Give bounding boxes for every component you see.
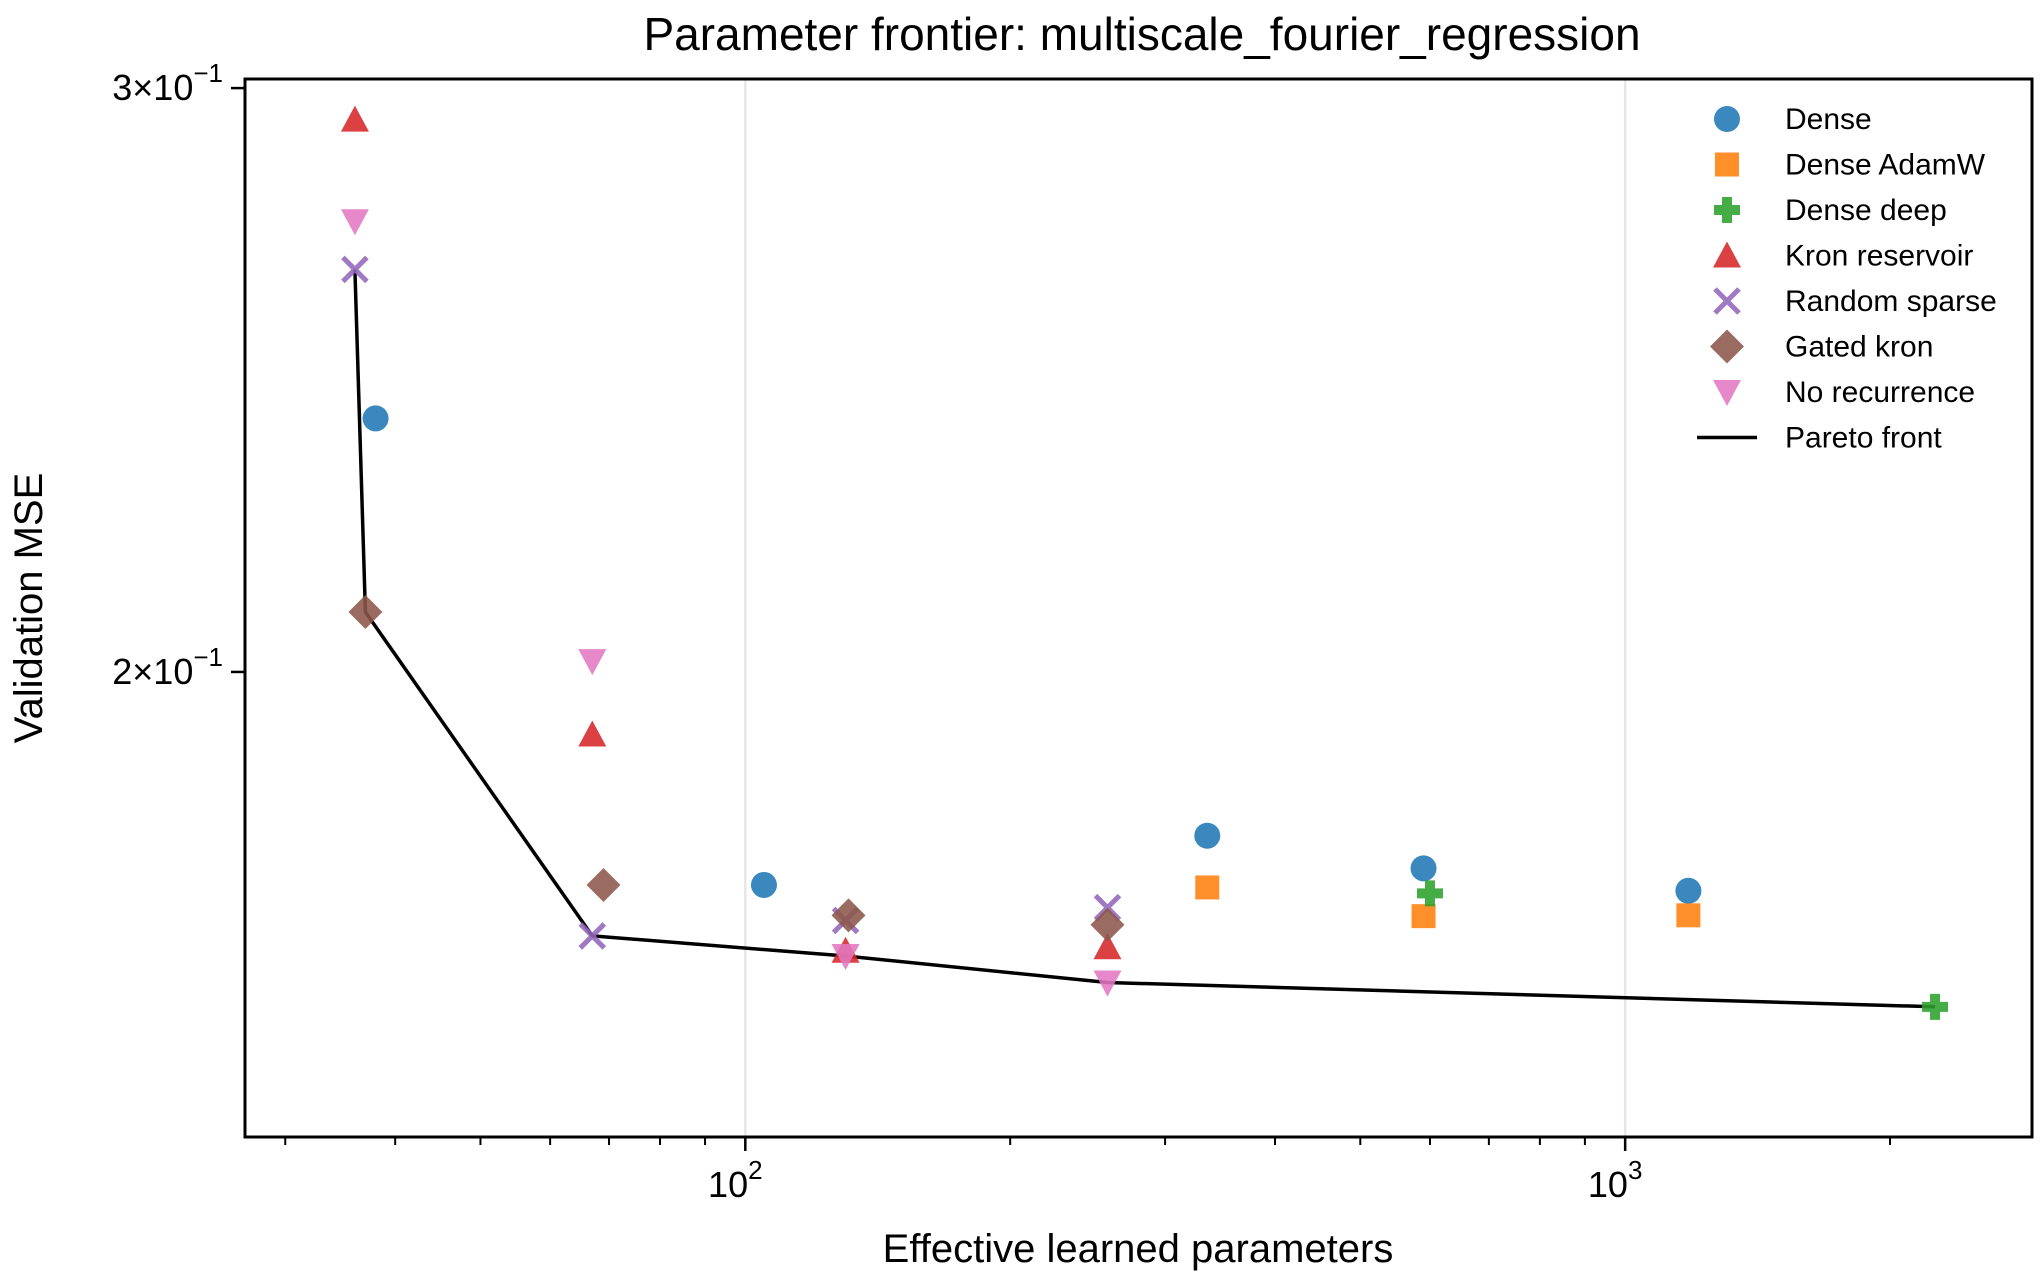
data-point-circle (750, 871, 777, 898)
data-point-triangle-down (831, 943, 860, 970)
legend-label: Random sparse (1785, 285, 1997, 318)
data-point-square (1411, 904, 1436, 929)
diamond-marker-shape (348, 595, 383, 630)
data-point-x (1093, 893, 1122, 922)
square-marker-shape (1411, 904, 1436, 929)
x-tick-exponent: 2 (748, 1155, 762, 1185)
data-point-triangle-down (340, 209, 369, 236)
diamond-marker-shape (831, 898, 866, 933)
triangle-up-marker-shape (578, 720, 607, 747)
legend-label: Dense (1785, 103, 1872, 136)
legend-symbol-square (1715, 152, 1739, 177)
data-point-plus (1922, 993, 1949, 1020)
y-tick-exponent: −1 (193, 642, 223, 672)
pareto-front-line (353, 269, 1936, 1009)
triangle-up-marker-shape (1093, 933, 1122, 960)
circle-marker-shape (1675, 877, 1702, 904)
diamond-marker-shape (586, 867, 621, 902)
data-point-diamond (348, 595, 383, 630)
data-point-plus (1416, 880, 1443, 907)
data-point-triangle-up (340, 105, 369, 132)
legend-symbol-triangle-up (1713, 241, 1741, 268)
circle-marker-shape (362, 405, 389, 432)
x-marker-stroke (1713, 287, 1741, 315)
x-marker-stroke (341, 255, 369, 284)
chart-title: Parameter frontier: multiscale_fourier_r… (643, 8, 1640, 60)
circle-marker-shape (1410, 855, 1437, 882)
x-marker-stroke (1093, 893, 1122, 922)
data-point-circle (362, 405, 389, 432)
legend-label: Kron reservoir (1785, 240, 1973, 273)
data-point-x (578, 922, 607, 950)
legend-symbol-x (1713, 287, 1741, 315)
circle-marker-shape (1714, 106, 1740, 132)
data-point-circle (1194, 822, 1221, 849)
legend-symbol-plus (1714, 197, 1740, 223)
triangle-down-marker-shape (831, 943, 860, 970)
triangle-down-marker-shape (1713, 380, 1741, 406)
square-marker-shape (1676, 903, 1701, 928)
x-tick-exponent: 3 (1628, 1155, 1642, 1185)
y-axis-label: Validation MSE (7, 473, 51, 744)
pareto-front-layer (353, 269, 1936, 1009)
legend-label: No recurrence (1785, 376, 1975, 409)
legend-label: Pareto front (1785, 422, 1942, 455)
data-point-circle (1675, 877, 1702, 904)
triangle-down-marker-shape (340, 209, 369, 236)
circle-marker-shape (1194, 822, 1221, 849)
square-marker-shape (1715, 152, 1739, 177)
grid (744, 79, 1627, 1137)
data-point-diamond (831, 898, 866, 933)
x-marker-stroke (578, 922, 607, 950)
diamond-marker-shape (1090, 907, 1125, 942)
data-point-square (1195, 875, 1220, 900)
data-point-triangle-up (1093, 933, 1122, 960)
legend-label: Dense AdamW (1785, 149, 1986, 182)
plus-marker-shape (1922, 993, 1949, 1020)
y-tick-exponent: −1 (193, 58, 223, 88)
circle-marker-shape (750, 871, 777, 898)
data-point-x (341, 255, 369, 284)
data-point-triangle-down (578, 649, 607, 676)
legend: Dense Dense AdamW Dense deep Kron reservoir… (1697, 103, 1997, 455)
data-point-diamond (1090, 907, 1125, 942)
square-marker-shape (1195, 875, 1220, 900)
data-point-circle (1410, 855, 1437, 882)
triangle-up-marker-shape (340, 105, 369, 132)
triangle-down-marker-shape (1093, 970, 1122, 997)
plus-marker-shape (1714, 197, 1740, 223)
legend-symbol-circle (1714, 106, 1740, 132)
markers-layer (340, 105, 1949, 1020)
legend-label: Dense deep (1785, 194, 1947, 227)
data-point-diamond (586, 867, 621, 902)
x-axis-label: Effective learned parameters (883, 1227, 1394, 1271)
triangle-up-marker-shape (1713, 241, 1741, 268)
diamond-marker-shape (1710, 329, 1744, 364)
data-point-square (1676, 903, 1701, 928)
legend-symbol-triangle-down (1713, 380, 1741, 406)
legend-symbol-diamond (1710, 329, 1744, 364)
triangle-down-marker-shape (578, 649, 607, 676)
legend-label: Gated kron (1785, 331, 1933, 364)
plus-marker-shape (1416, 880, 1443, 907)
data-point-triangle-down (1093, 970, 1122, 997)
data-point-triangle-up (578, 720, 607, 747)
plot-frame (243, 77, 2034, 1139)
